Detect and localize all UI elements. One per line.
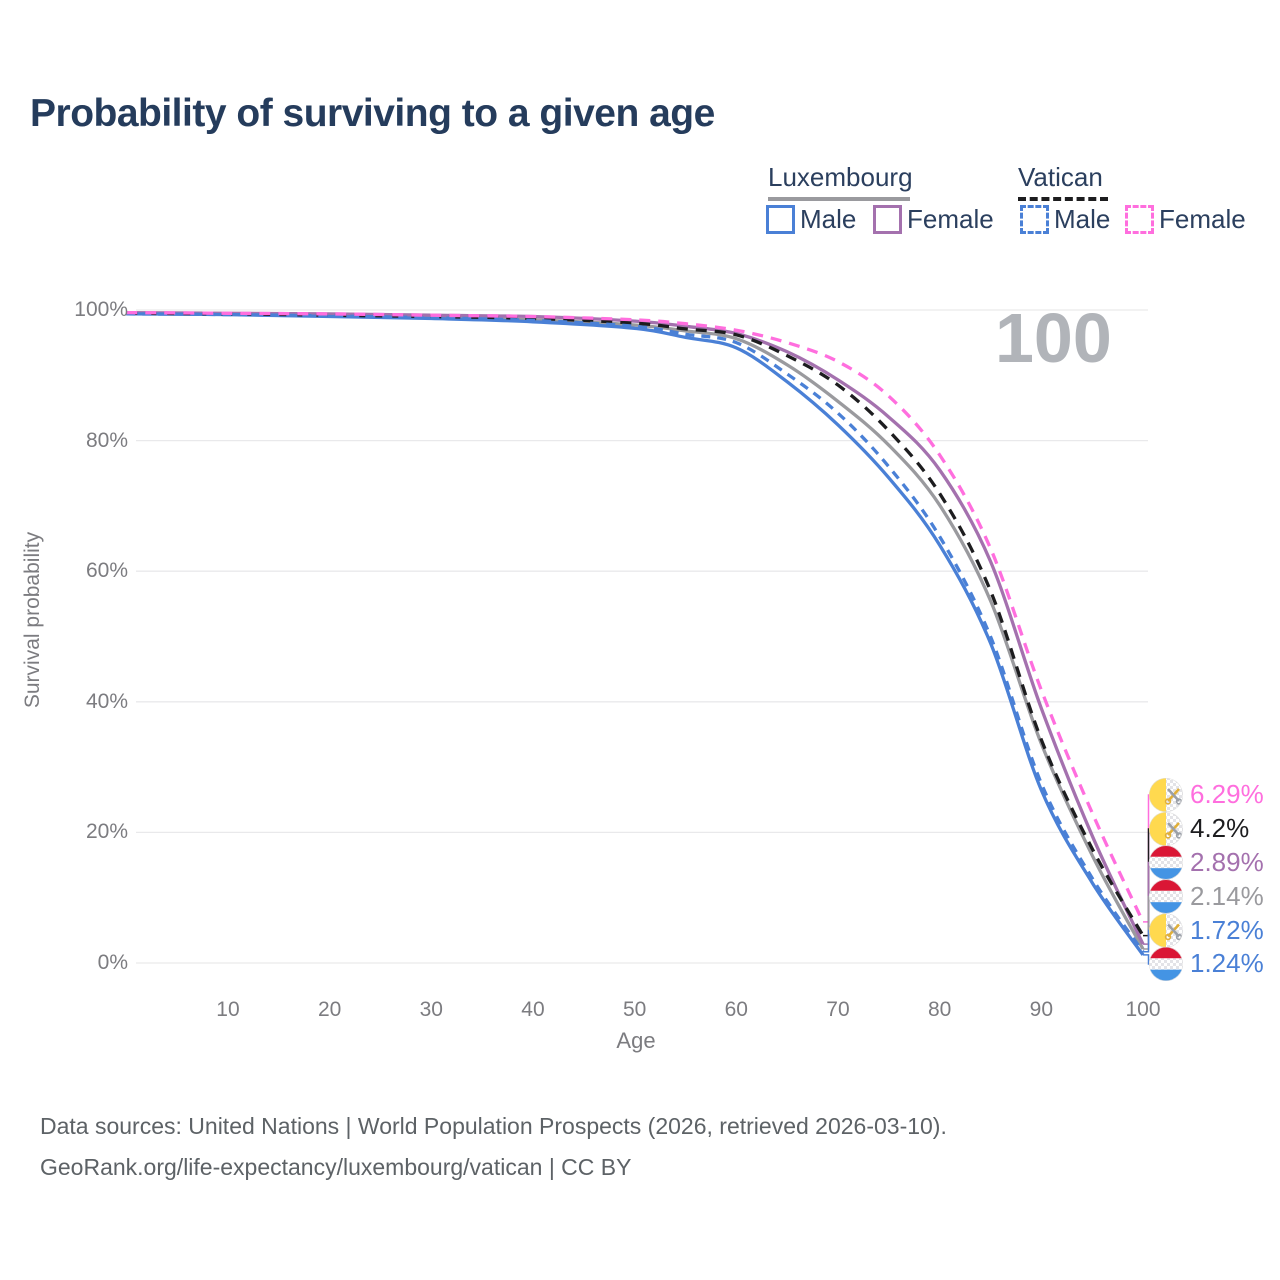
y-tick-label: 20% <box>85 820 128 844</box>
x-tick-label: 30 <box>419 998 443 1021</box>
end-value-label-vatican-total[interactable]: 4.2% <box>1190 813 1250 843</box>
flag-icon-luxembourg <box>1149 845 1183 880</box>
x-axis-title: Age <box>616 1028 656 1053</box>
flag-icon-vatican <box>1149 913 1183 948</box>
legend-swatch-luxembourg-female <box>873 205 902 234</box>
page-title: Probability of surviving to a given age <box>30 92 715 135</box>
y-axis-title: Survival probability <box>21 531 44 709</box>
y-tick-label: 60% <box>85 559 128 583</box>
legend-entry-vatican-male[interactable]: Male <box>1020 204 1110 235</box>
legend-swatch-vatican-female <box>1125 205 1154 234</box>
y-tick-label: 40% <box>85 689 128 713</box>
flag-icon-luxembourg <box>1149 879 1183 914</box>
legend-label-vatican-male: Male <box>1054 204 1111 234</box>
series-line-luxembourg-male[interactable] <box>126 312 1145 956</box>
legend-entry-vatican-female[interactable]: Female <box>1125 204 1246 235</box>
end-label-leader-luxembourg-total <box>1143 895 1152 950</box>
end-value-label-luxembourg-male[interactable]: 1.24% <box>1190 948 1264 978</box>
series-line-luxembourg-total[interactable] <box>126 311 1145 950</box>
footer: Data sources: United Nations | World Pop… <box>40 1106 947 1188</box>
x-tick-label: 40 <box>521 998 545 1021</box>
legend-label-luxembourg-male: Male <box>800 204 857 234</box>
series-line-vatican-male[interactable] <box>126 312 1145 953</box>
y-tick-label: 80% <box>85 428 128 452</box>
end-value-label-vatican-female[interactable]: 6.29% <box>1190 779 1264 809</box>
legend-group-vatican-label: Vatican <box>1018 162 1103 192</box>
legend-swatch-luxembourg-male <box>766 205 795 234</box>
y-tick-label: 0% <box>97 951 128 974</box>
flag-icon-vatican <box>1149 812 1183 846</box>
legend-underline-vatican <box>1018 197 1108 201</box>
hover-age-watermark: 100 <box>995 299 1112 377</box>
flag-icon-vatican <box>1149 778 1183 812</box>
legend-label-luxembourg-female: Female <box>907 204 994 234</box>
x-tick-label: 80 <box>927 998 952 1021</box>
x-tick-label: 90 <box>1029 998 1053 1021</box>
legend-group-luxembourg[interactable]: Luxembourg <box>768 162 913 201</box>
legend-group-vatican[interactable]: Vatican <box>1018 162 1108 201</box>
legend-group-luxembourg-label: Luxembourg <box>768 162 913 192</box>
legend-label-vatican-female: Female <box>1159 204 1246 234</box>
x-tick-label: 60 <box>724 998 748 1021</box>
footer-attribution: GeoRank.org/life-expectancy/luxembourg/v… <box>40 1154 632 1180</box>
series-line-vatican-total[interactable] <box>126 311 1145 937</box>
legend-entry-luxembourg-male[interactable]: Male <box>766 204 856 235</box>
legend-swatch-vatican-male <box>1020 205 1049 234</box>
x-tick-label: 70 <box>826 998 850 1021</box>
footer-data-sources: Data sources: United Nations | World Pop… <box>40 1113 947 1139</box>
x-tick-label: 50 <box>622 998 647 1021</box>
end-value-label-luxembourg-total[interactable]: 2.14% <box>1190 880 1264 911</box>
series-line-vatican-female[interactable] <box>126 310 1145 923</box>
legend-underline-luxembourg <box>768 197 910 201</box>
x-tick-label: 100 <box>1125 998 1161 1021</box>
x-tick-label: 20 <box>317 998 342 1021</box>
end-value-label-vatican-male[interactable]: 1.72% <box>1190 914 1264 945</box>
legend-entry-luxembourg-female[interactable]: Female <box>873 204 994 235</box>
end-value-label-luxembourg-female[interactable]: 2.89% <box>1190 846 1264 877</box>
flag-icon-luxembourg <box>1149 947 1183 981</box>
end-label-leader-vatican-total <box>1143 828 1152 937</box>
series-line-luxembourg-female[interactable] <box>126 310 1145 945</box>
y-tick-label: 100% <box>74 298 128 321</box>
x-tick-label: 10 <box>216 998 240 1021</box>
